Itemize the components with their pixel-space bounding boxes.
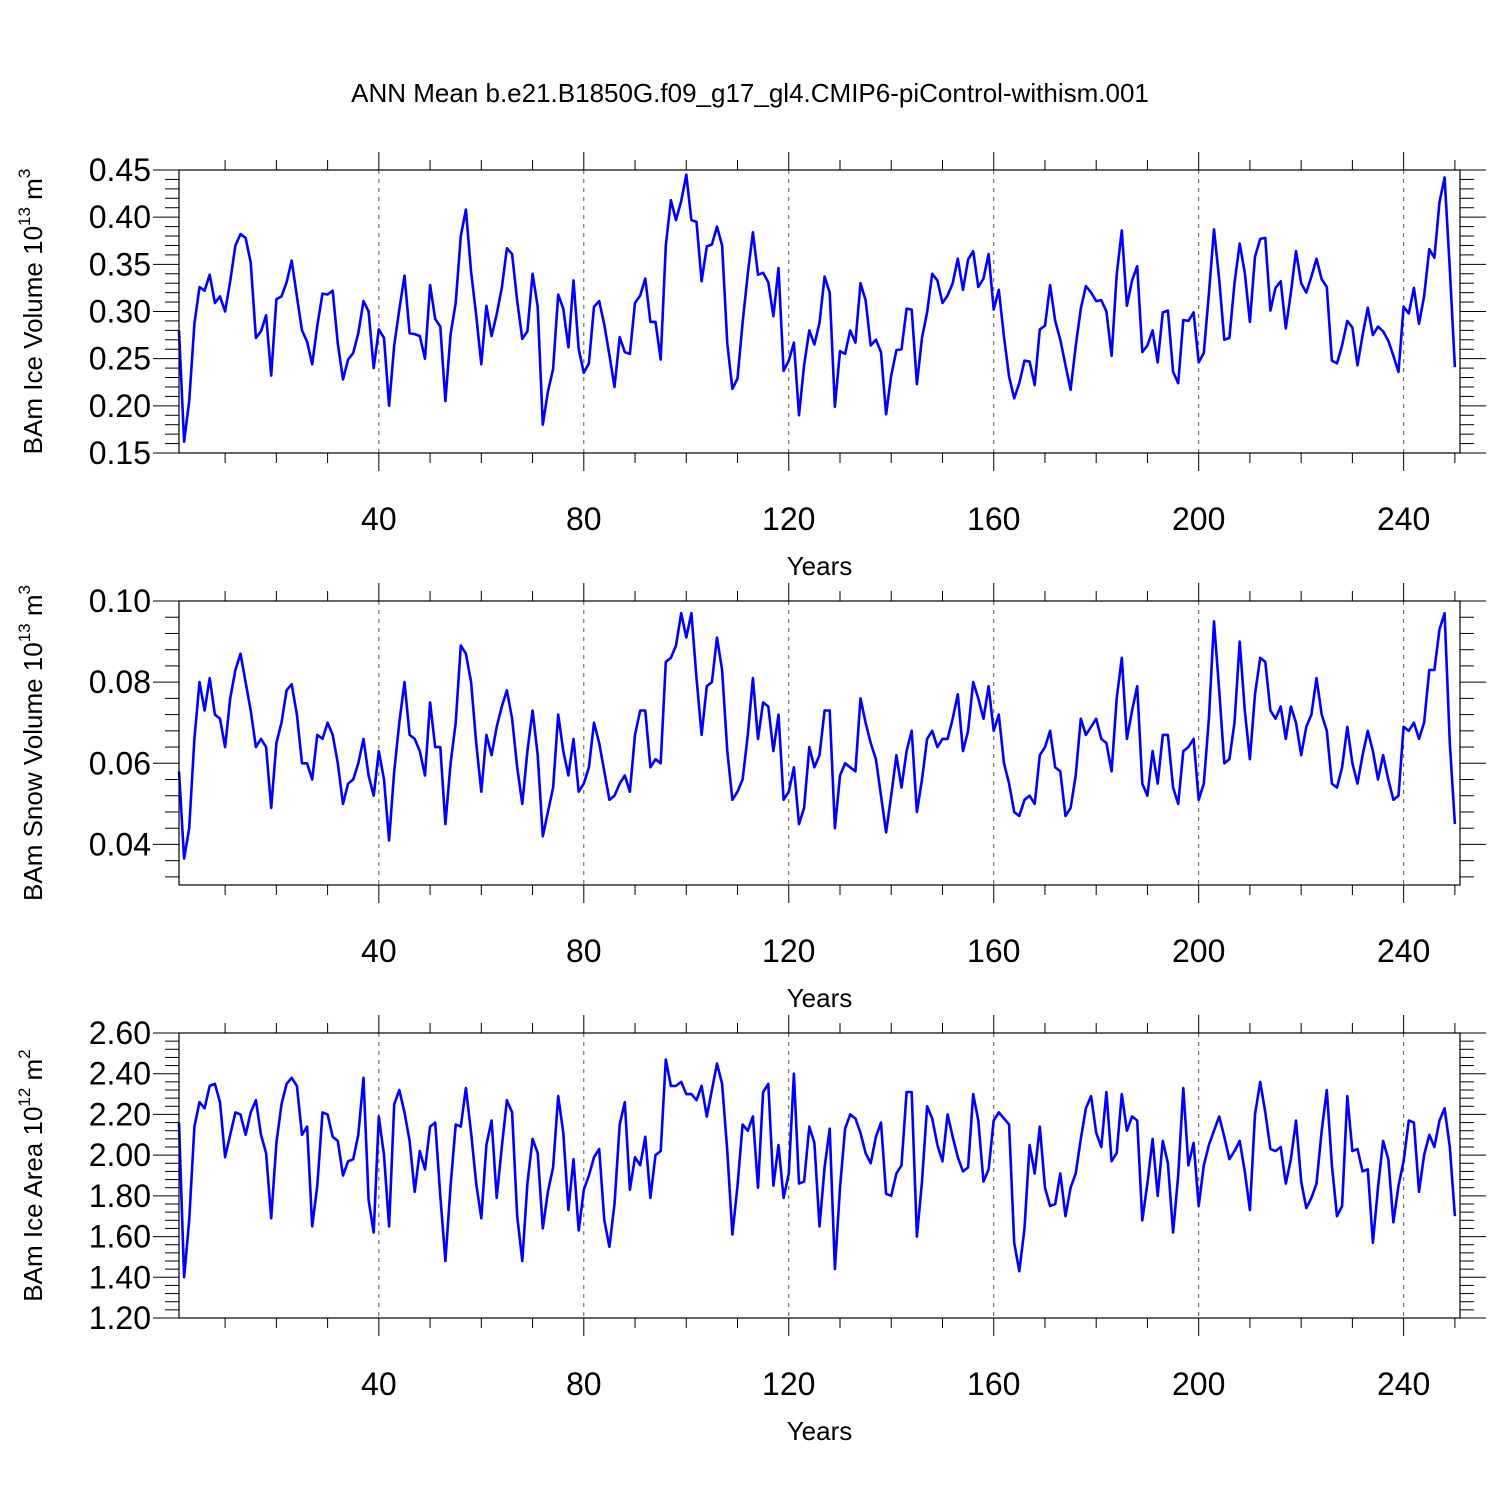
ice-volume-ytick-label-1: 0.20: [89, 388, 151, 424]
snow-volume-xtick-label-5: 240: [1377, 933, 1430, 969]
snow-volume-y-unit-base: 10: [18, 642, 48, 671]
ice-volume-xtick-label-2: 120: [762, 501, 815, 537]
ice-area-y-unit-exp: 12: [15, 1088, 34, 1107]
panel-ice-area: 40 80 120 160 200 240 1.20 1.40 1.60 1.80 2.00 2.20…: [15, 1015, 1486, 1446]
ice-volume-plot-frame: [178, 169, 1461, 454]
ice-volume-y-unit-tail-exp: 3: [15, 169, 34, 178]
ice-volume-x-axis-label: Years: [787, 551, 853, 581]
ice-area-ytick-label-0: 1.20: [89, 1300, 151, 1336]
snow-volume-xtick-label-1: 80: [566, 933, 602, 969]
snow-volume-series-line-0: [177, 611, 1457, 860]
ice-area-xtick-label-3: 160: [967, 1366, 1020, 1402]
ice-area-xtick-label-0: 40: [361, 1366, 397, 1402]
ice-area-y-unit-tail-exp: 2: [15, 1049, 34, 1058]
snow-volume-ytick-label-3: 0.10: [89, 583, 151, 619]
ice-volume-ytick-label-3: 0.30: [89, 294, 151, 330]
snow-volume-y-unit-tail-exp: 3: [15, 585, 34, 594]
figure-title: ANN Mean b.e21.B1850G.f09_g17_gl4.CMIP6-…: [351, 78, 1149, 108]
ice-volume-ytick-label-6: 0.45: [89, 152, 151, 188]
ice-area-ytick-label-6: 2.40: [89, 1056, 151, 1092]
snow-volume-ytick-label-2: 0.08: [89, 664, 151, 700]
ice-volume-y-unit-base: 10: [18, 226, 48, 255]
ice-volume-y-axis-label: BAm Ice Volume 1013 m3: [15, 169, 48, 455]
ice-volume-y-unit-exp: 13: [15, 207, 34, 226]
snow-volume-xtick-label-0: 40: [361, 933, 397, 969]
ice-volume-ytick-label-2: 0.25: [89, 341, 151, 377]
ice-volume-xtick-label-3: 160: [967, 501, 1020, 537]
snow-volume-plot-frame: [178, 600, 1461, 886]
ice-volume-y-axis-name: BAm Ice Volume: [18, 255, 48, 454]
ice-volume-xtick-label-5: 240: [1377, 501, 1430, 537]
snow-volume-xtick-label-4: 200: [1172, 933, 1225, 969]
panel-snow-volume: 40 80 120 160 200 240 0.04 0.06 0.08 0.10 Years BAm…: [15, 583, 1486, 1013]
ice-area-ytick-label-5: 2.20: [89, 1096, 151, 1132]
snow-volume-ytick-label-1: 0.06: [89, 745, 151, 781]
ice-area-series-line-0: [177, 1058, 1457, 1279]
ice-area-y-axis-name: BAm Ice Area: [18, 1136, 48, 1302]
ice-area-ytick-label-1: 1.40: [89, 1259, 151, 1295]
snow-volume-y-unit-tail: m: [18, 594, 48, 623]
ice-area-xtick-label-5: 240: [1377, 1366, 1430, 1402]
ice-volume-series-line-0: [177, 173, 1457, 444]
ice-area-x-axis-label: Years: [787, 1416, 853, 1446]
ice-volume-y-unit-tail: m: [18, 178, 48, 207]
snow-volume-ytick-label-0: 0.04: [89, 826, 151, 862]
ice-area-y-unit-tail: m: [18, 1059, 48, 1088]
ice-area-plot-frame: [178, 1032, 1461, 1319]
ice-volume-xtick-label-0: 40: [361, 501, 397, 537]
snow-volume-x-axis-label: Years: [787, 983, 853, 1013]
ice-area-xtick-label-4: 200: [1172, 1366, 1225, 1402]
ice-area-xtick-label-2: 120: [762, 1366, 815, 1402]
ice-area-ytick-label-4: 2.00: [89, 1137, 151, 1173]
ice-volume-ytick-label-4: 0.35: [89, 246, 151, 282]
snow-volume-y-axis-label: BAm Snow Volume 1013 m3: [15, 585, 48, 901]
ice-area-ytick-label-2: 1.60: [89, 1219, 151, 1255]
ice-volume-ytick-label-0: 0.15: [89, 435, 151, 471]
snow-volume-y-unit-exp: 13: [15, 623, 34, 642]
ice-area-y-unit-base: 10: [18, 1107, 48, 1136]
ice-area-ytick-label-3: 1.80: [89, 1178, 151, 1214]
snow-volume-xtick-label-2: 120: [762, 933, 815, 969]
ice-volume-xtick-label-1: 80: [566, 501, 602, 537]
snow-volume-xtick-label-3: 160: [967, 933, 1020, 969]
ice-area-xtick-label-1: 80: [566, 1366, 602, 1402]
ice-volume-xtick-label-4: 200: [1172, 501, 1225, 537]
panel-ice-volume: 40 80 120 160 200 240 0.15 0.20 0.25 0.30 0.35 0.40…: [15, 152, 1486, 581]
ice-volume-ytick-label-5: 0.40: [89, 199, 151, 235]
ice-area-ytick-label-7: 2.60: [89, 1015, 151, 1051]
ice-area-y-axis-label: BAm Ice Area 1012 m2: [15, 1049, 48, 1301]
snow-volume-y-axis-name: BAm Snow Volume: [18, 671, 48, 901]
